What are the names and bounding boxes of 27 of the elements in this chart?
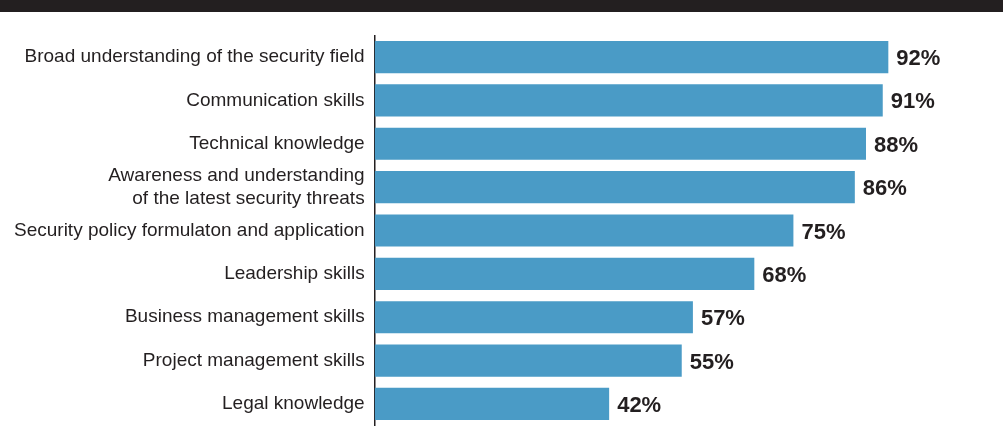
y-tick-label: Awareness and understanding of the latest security threats [108, 163, 365, 208]
y-tick-label: Technical knowledge [189, 132, 365, 154]
data-label: 86% [862, 175, 907, 201]
data-label: 57% [700, 305, 745, 331]
y-tick-label: Broad understanding of the security field [24, 45, 365, 67]
bar [374, 344, 682, 377]
bar [374, 257, 755, 290]
y-tick-label: Business management skills [124, 305, 365, 327]
bar [374, 41, 889, 74]
data-label: 75% [801, 218, 846, 244]
bar [374, 171, 855, 204]
y-tick-label: Legal knowledge [222, 392, 365, 414]
bar [374, 387, 610, 420]
data-label: 91% [890, 88, 935, 114]
y-tick-label: Project management skills [142, 348, 365, 370]
y-tick-label: Security policy formulaton and application [14, 218, 365, 240]
y-tick-label: Communication skills [186, 88, 365, 110]
data-label: 68% [762, 261, 807, 287]
data-label: 55% [689, 348, 734, 374]
y-tick-label: Leadership skills [224, 262, 365, 284]
data-label: 92% [896, 45, 941, 71]
data-label: 88% [874, 131, 919, 157]
bar [374, 84, 883, 117]
bar [374, 127, 866, 160]
bar [374, 214, 794, 247]
data-label: 42% [617, 391, 662, 417]
bar [374, 301, 693, 334]
